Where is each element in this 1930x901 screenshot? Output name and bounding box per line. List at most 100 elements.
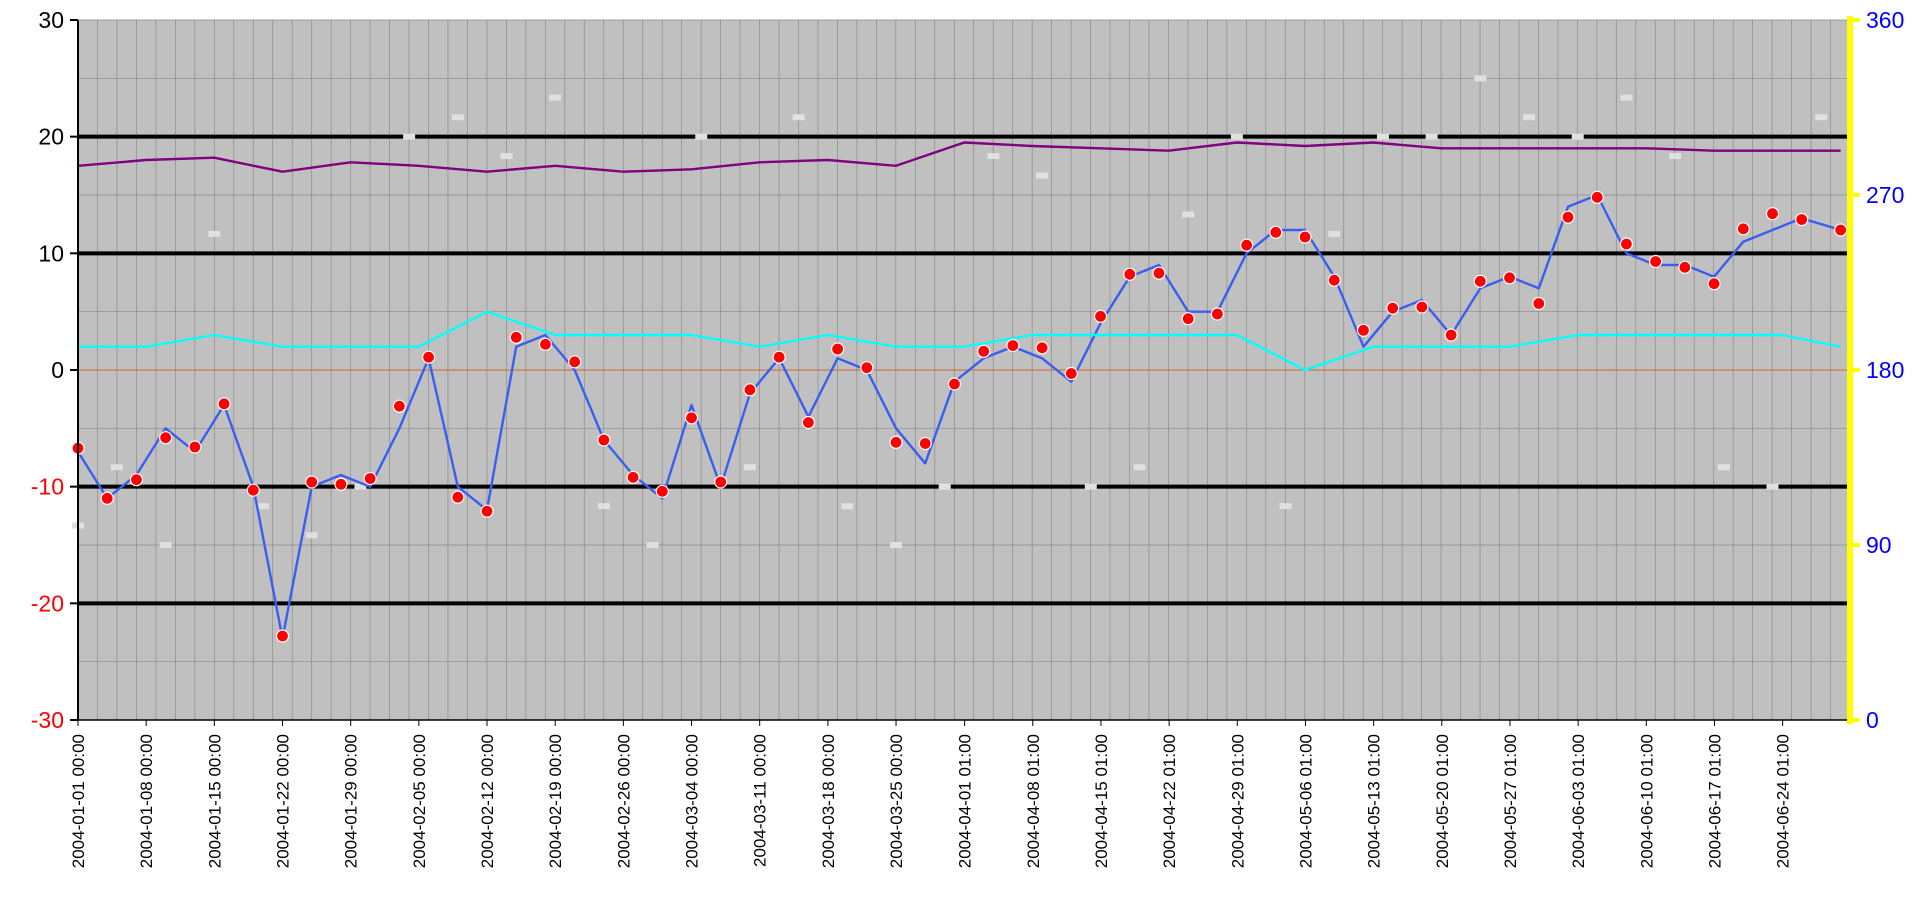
direction-point <box>354 483 367 490</box>
left-tick-label: 0 <box>51 357 64 383</box>
direction-point <box>1133 464 1146 471</box>
x-tick-label: 2004-06-24 01:00 <box>1774 734 1793 868</box>
data-point <box>159 431 173 445</box>
direction-point <box>938 483 951 490</box>
data-point <box>889 435 903 449</box>
data-point <box>1619 237 1634 251</box>
left-tick-label: 20 <box>38 124 64 150</box>
x-tick-label: 2004-01-29 00:00 <box>342 734 361 868</box>
data-point <box>1415 300 1429 314</box>
direction-point <box>1376 133 1389 140</box>
right-tick-label: 0 <box>1866 707 1879 733</box>
data-point <box>363 471 377 486</box>
right-tick-label: 360 <box>1866 7 1904 33</box>
data-point <box>1123 267 1137 281</box>
direction-point <box>159 542 172 548</box>
direction-point <box>597 503 610 510</box>
data-point <box>1210 307 1225 321</box>
data-point <box>1269 225 1283 239</box>
x-tick-label: 2004-04-01 01:00 <box>956 734 975 868</box>
direction-point <box>1328 230 1341 237</box>
direction-point <box>451 114 464 121</box>
data-point <box>1736 222 1750 236</box>
data-point <box>1006 338 1020 353</box>
data-point <box>714 475 728 489</box>
x-tick-label: 2004-03-25 00:00 <box>887 734 906 868</box>
data-point <box>1678 260 1692 274</box>
data-point <box>1152 266 1166 280</box>
x-tick-label: 2004-04-29 01:00 <box>1228 734 1247 868</box>
x-tick-label: 2004-04-08 01:00 <box>1024 734 1043 868</box>
left-tick-label: -30 <box>31 707 64 733</box>
data-point <box>100 491 114 505</box>
direction-point <box>1182 211 1195 218</box>
data-point <box>217 397 231 411</box>
direction-point <box>1815 114 1828 121</box>
left-tick-label: 30 <box>38 7 64 33</box>
data-point <box>597 433 611 447</box>
direction-point <box>305 532 318 539</box>
data-point <box>831 342 845 356</box>
data-point <box>977 344 991 358</box>
data-point <box>305 475 319 489</box>
x-tick-label: 2004-02-05 00:00 <box>410 734 429 868</box>
data-point <box>275 629 290 643</box>
left-axis-ticks: 30 20 10 0 -10 -20 -30 <box>31 7 78 733</box>
right-tick-label: 270 <box>1866 182 1904 208</box>
data-point <box>392 399 406 413</box>
data-point <box>801 415 815 430</box>
direction-point <box>1523 114 1536 121</box>
direction-point <box>403 133 416 140</box>
data-point <box>1707 277 1721 291</box>
direction-point <box>1717 464 1730 471</box>
x-tick-label: 2004-06-03 01:00 <box>1569 734 1588 868</box>
data-point <box>1765 207 1780 221</box>
x-tick-label: 2004-03-18 00:00 <box>819 734 838 868</box>
direction-point <box>1474 75 1487 82</box>
x-tick-label: 2004-05-06 01:00 <box>1297 734 1316 868</box>
data-point <box>1240 238 1254 252</box>
left-tick-label: 10 <box>38 240 64 266</box>
x-tick-label: 2004-02-19 00:00 <box>546 734 565 868</box>
data-point <box>1064 366 1078 381</box>
direction-point <box>1669 153 1682 160</box>
x-tick-label: 2004-01-08 00:00 <box>137 734 156 868</box>
direction-point <box>110 464 123 471</box>
direction-point <box>1766 483 1779 490</box>
data-point <box>1590 190 1604 204</box>
direction-point <box>500 153 513 160</box>
x-tick-label: 2004-04-15 01:00 <box>1092 734 1111 868</box>
right-tick-label: 180 <box>1866 357 1904 383</box>
x-tick-label: 2004-05-27 01:00 <box>1501 734 1520 868</box>
data-point <box>1093 309 1108 323</box>
x-tick-label: 2004-06-10 01:00 <box>1637 734 1656 868</box>
data-point <box>1327 273 1341 287</box>
direction-point <box>646 542 659 548</box>
direction-point <box>208 230 221 237</box>
direction-point <box>1230 133 1243 140</box>
major-gridlines <box>78 134 1850 606</box>
direction-point <box>1425 133 1438 140</box>
marker-layer <box>71 190 1848 643</box>
data-point <box>421 350 436 364</box>
data-point <box>1834 223 1848 237</box>
direction-point <box>549 94 562 101</box>
data-point <box>1502 271 1517 285</box>
x-tick-label: 2004-02-12 00:00 <box>478 734 497 868</box>
direction-point <box>987 153 1000 160</box>
data-point <box>1181 312 1195 326</box>
data-point <box>1356 323 1371 337</box>
data-point <box>1386 301 1400 315</box>
data-point <box>918 436 932 451</box>
direction-point <box>1036 172 1049 179</box>
left-tick-label: -10 <box>31 474 64 500</box>
data-point <box>1561 210 1575 224</box>
data-point <box>626 470 640 484</box>
data-point <box>334 477 348 491</box>
data-point <box>509 330 523 344</box>
data-point <box>188 440 202 454</box>
scatter-layer <box>72 75 1828 548</box>
data-point <box>538 337 553 351</box>
right-tick-label: 90 <box>1866 532 1892 558</box>
